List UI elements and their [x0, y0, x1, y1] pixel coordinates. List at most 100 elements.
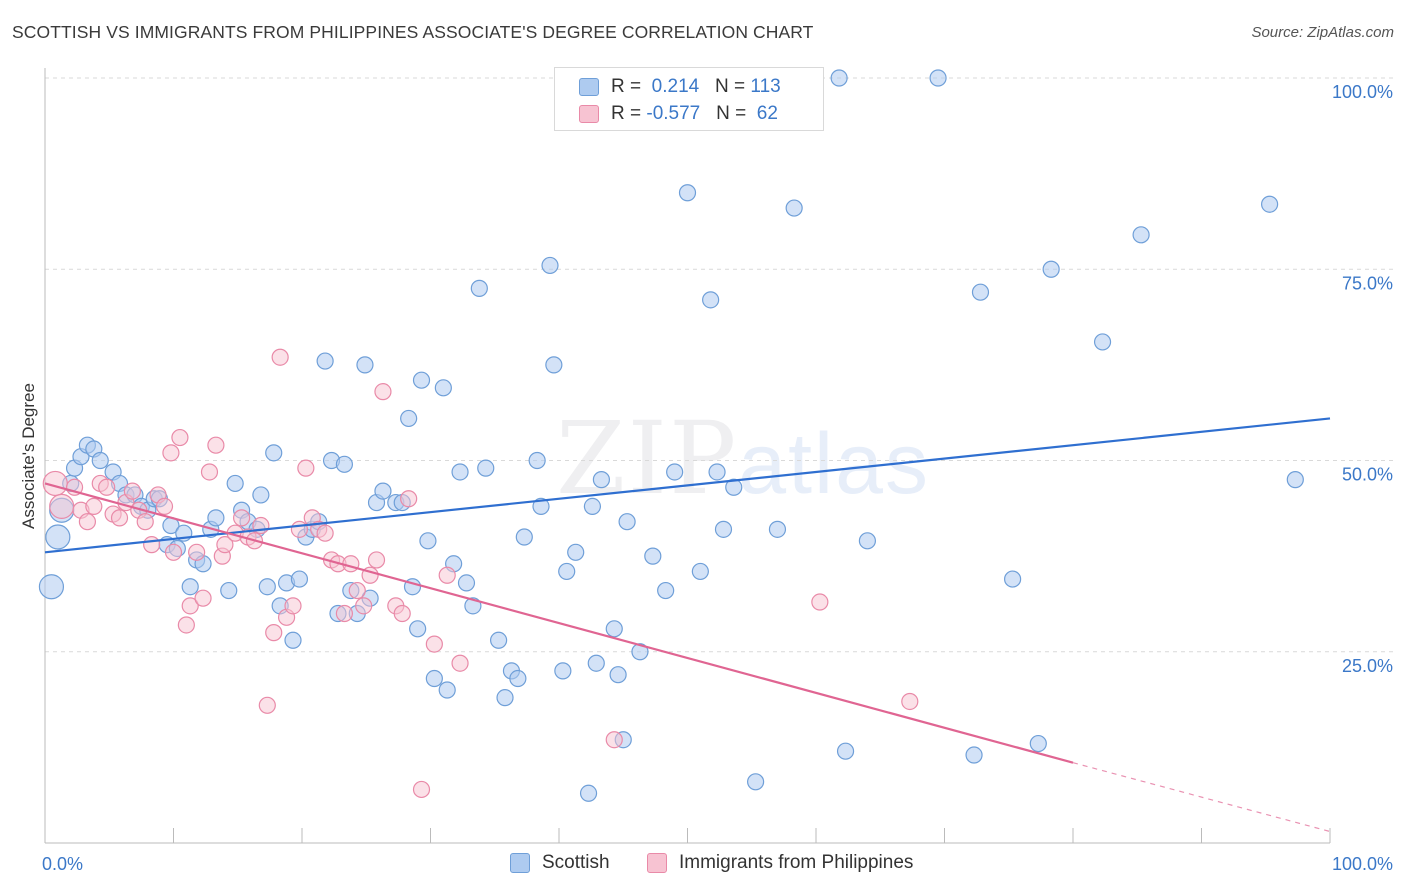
scottish-point — [316, 352, 334, 370]
legend-r-label: R = — [611, 76, 647, 97]
scottish-point — [666, 463, 684, 481]
philippines-point — [811, 593, 829, 611]
legend-label-philippines: Immigrants from Philippines — [679, 852, 914, 873]
y-tick-label: 100.0% — [1332, 82, 1393, 102]
scottish-point — [528, 451, 546, 470]
scottish-point — [470, 279, 488, 297]
scottish-point — [558, 562, 576, 581]
scottish-point — [965, 746, 983, 764]
scottish-point — [1093, 333, 1112, 351]
scottish-point — [335, 455, 354, 473]
scottish-point — [541, 256, 559, 275]
philippines-point — [188, 543, 206, 561]
scottish-point — [678, 184, 697, 202]
philippines-point — [136, 513, 154, 531]
philippines-point — [393, 604, 411, 623]
scottish-point — [1042, 260, 1060, 278]
philippines-point — [194, 589, 212, 607]
philippines-swatch — [579, 105, 599, 123]
scottish-point — [1029, 734, 1047, 753]
scottish-point — [836, 742, 855, 760]
philippines-points — [42, 348, 919, 799]
scottish-point — [409, 620, 427, 638]
y-tick-label: 50.0% — [1342, 465, 1393, 485]
source-label: Source: ZipAtlas.com — [1251, 24, 1394, 41]
philippines-point — [400, 490, 418, 508]
scottish-point — [496, 689, 514, 707]
philippines-point — [110, 509, 129, 527]
scottish-swatch — [579, 78, 599, 96]
legend-n-value: 113 — [750, 76, 781, 97]
scottish-point — [252, 486, 270, 504]
philippines-point — [123, 482, 141, 500]
scottish-point — [490, 631, 508, 649]
philippines-point — [901, 692, 919, 711]
philippines-point — [207, 436, 225, 454]
legend-item-scottish[interactable]: Scottish — [510, 852, 610, 874]
scottish-point — [725, 478, 743, 496]
philippines-point — [605, 731, 623, 749]
legend-label-scottish: Scottish — [542, 852, 610, 873]
philippines-point — [412, 780, 431, 799]
philippines-point — [181, 597, 199, 615]
scottish-point — [747, 773, 765, 791]
scottish-point — [605, 620, 623, 638]
scottish-point — [971, 283, 990, 301]
philippines-swatch — [647, 853, 667, 873]
philippines-point — [258, 696, 276, 714]
scottish-point — [290, 570, 309, 588]
stats-legend: R = 0.214 N = 113 R = -0.577 N = 62 — [554, 67, 824, 131]
scottish-point — [419, 532, 437, 550]
scottish-point — [579, 784, 598, 802]
philippines-point — [200, 463, 219, 481]
scottish-point — [509, 669, 527, 688]
legend-n-value: 62 — [751, 103, 778, 124]
scottish-point — [451, 463, 469, 481]
scottish-point — [618, 513, 636, 531]
scottish-point — [532, 497, 550, 515]
philippines-point — [355, 597, 373, 615]
scottish-point — [515, 528, 533, 546]
scottish-point — [583, 497, 602, 515]
scottish-point — [609, 666, 627, 684]
scottish-point — [356, 356, 374, 374]
scottish-point — [258, 578, 276, 596]
legend-r-label: R = — [611, 103, 647, 124]
legend-r-value: -0.577 — [646, 103, 701, 124]
scottish-point — [220, 581, 238, 600]
scottish-point — [457, 574, 476, 592]
philippines-point — [162, 444, 180, 462]
series-legend: Scottish Immigrants from Philippines — [0, 852, 1406, 878]
philippines-point — [316, 524, 334, 542]
philippines-point — [265, 624, 283, 642]
scottish-point — [587, 654, 605, 672]
scottish-point — [858, 532, 877, 550]
scottish-point — [438, 681, 456, 699]
philippines-point — [98, 478, 116, 496]
scottish-point — [830, 69, 848, 87]
philippines-trend-line — [44, 482, 1074, 764]
scottish-point — [265, 444, 283, 462]
scottish-point — [644, 547, 662, 565]
legend-item-philippines[interactable]: Immigrants from Philippines — [647, 852, 913, 874]
scottish-point — [714, 520, 733, 538]
philippines-point — [342, 555, 360, 573]
philippines-point — [85, 497, 103, 515]
philippines-point — [171, 428, 189, 447]
philippines-point — [348, 581, 366, 600]
chart-title: SCOTTISH VS IMMIGRANTS FROM PHILIPPINES … — [12, 22, 814, 42]
scottish-point — [657, 581, 675, 600]
philippines-point — [425, 635, 443, 653]
philippines-trend-extension — [1072, 762, 1331, 833]
scottish-point — [45, 524, 71, 550]
scottish-point — [1132, 226, 1150, 244]
scottish-point — [181, 578, 199, 596]
scottish-point — [38, 574, 65, 600]
philippines-point — [78, 513, 97, 531]
scottish-point — [1286, 471, 1304, 489]
philippines-point — [49, 493, 75, 519]
philippines-point — [177, 616, 195, 634]
legend-r-value: 0.214 — [646, 76, 700, 97]
philippines-point — [367, 551, 386, 569]
